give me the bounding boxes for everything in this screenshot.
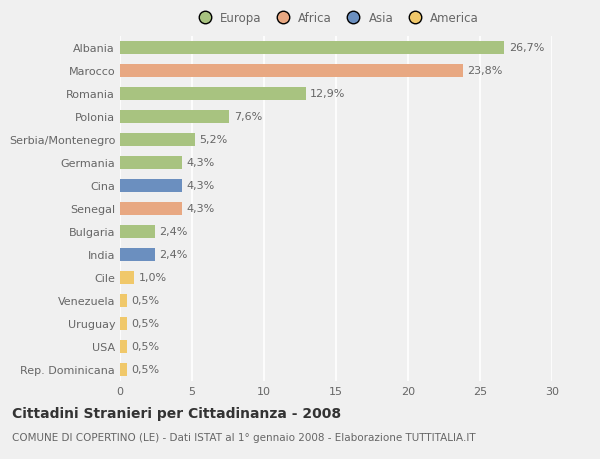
Bar bbox=[120, 111, 229, 123]
Text: 23,8%: 23,8% bbox=[467, 66, 502, 76]
Text: 0,5%: 0,5% bbox=[131, 319, 160, 329]
Bar bbox=[120, 271, 134, 284]
Text: 2,4%: 2,4% bbox=[159, 227, 187, 237]
Text: 4,3%: 4,3% bbox=[186, 158, 214, 168]
Bar bbox=[120, 157, 182, 169]
Text: 2,4%: 2,4% bbox=[159, 250, 187, 260]
Text: 4,3%: 4,3% bbox=[186, 181, 214, 191]
Text: 0,5%: 0,5% bbox=[131, 296, 160, 306]
Text: 0,5%: 0,5% bbox=[131, 341, 160, 352]
Bar bbox=[120, 225, 155, 238]
Text: 1,0%: 1,0% bbox=[139, 273, 167, 283]
Text: Cittadini Stranieri per Cittadinanza - 2008: Cittadini Stranieri per Cittadinanza - 2… bbox=[12, 406, 341, 420]
Bar bbox=[120, 248, 155, 261]
Bar bbox=[120, 65, 463, 78]
Text: 26,7%: 26,7% bbox=[509, 43, 544, 53]
Bar bbox=[120, 42, 505, 55]
Bar bbox=[120, 179, 182, 192]
Bar bbox=[120, 317, 127, 330]
Bar bbox=[120, 88, 306, 101]
Legend: Europa, Africa, Asia, America: Europa, Africa, Asia, America bbox=[191, 10, 481, 28]
Text: 4,3%: 4,3% bbox=[186, 204, 214, 214]
Text: 7,6%: 7,6% bbox=[234, 112, 262, 122]
Bar bbox=[120, 134, 195, 146]
Bar bbox=[120, 363, 127, 376]
Text: COMUNE DI COPERTINO (LE) - Dati ISTAT al 1° gennaio 2008 - Elaborazione TUTTITAL: COMUNE DI COPERTINO (LE) - Dati ISTAT al… bbox=[12, 432, 476, 442]
Text: 12,9%: 12,9% bbox=[310, 89, 346, 99]
Bar bbox=[120, 294, 127, 307]
Bar bbox=[120, 340, 127, 353]
Text: 0,5%: 0,5% bbox=[131, 364, 160, 375]
Text: 5,2%: 5,2% bbox=[199, 135, 227, 145]
Bar bbox=[120, 202, 182, 215]
